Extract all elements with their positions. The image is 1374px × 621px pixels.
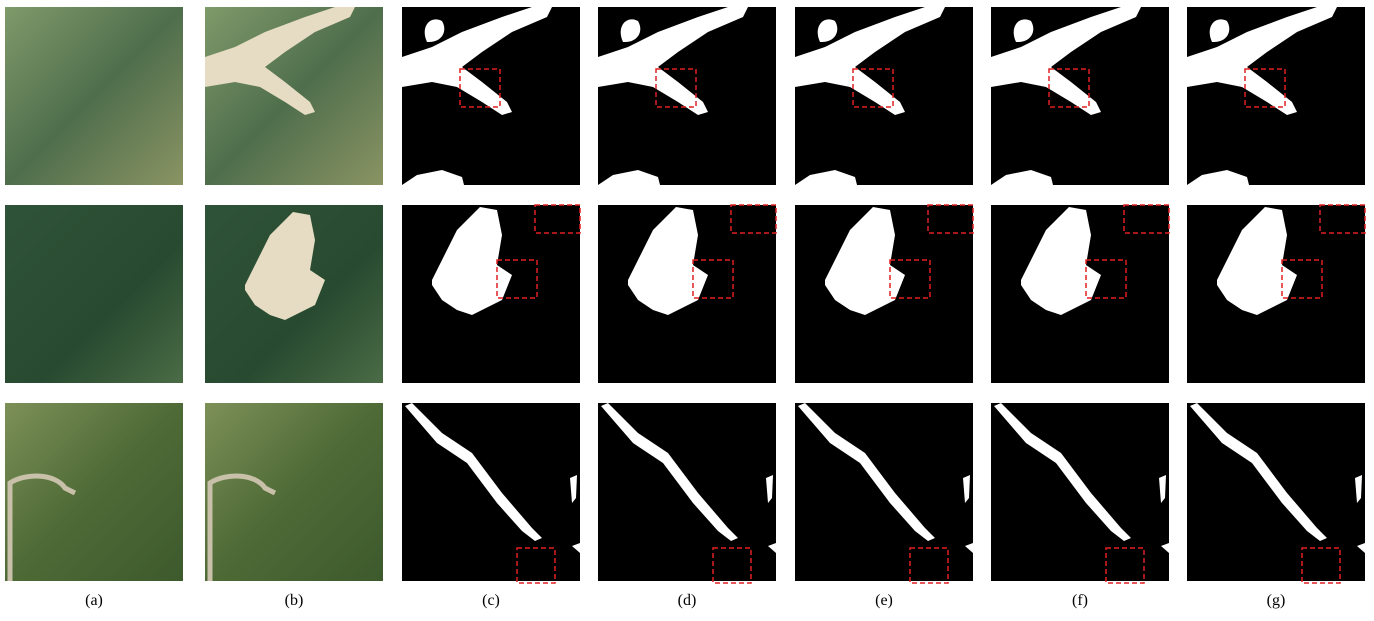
mask-shape	[1187, 7, 1337, 115]
highlight-box	[692, 259, 734, 299]
mask-shape	[601, 403, 738, 541]
panel	[205, 205, 383, 383]
panel-label: (e)	[875, 592, 893, 609]
mask-shape	[963, 475, 970, 503]
highlight-box	[496, 259, 538, 299]
panel	[402, 7, 580, 185]
mask-shape	[432, 207, 512, 315]
panel	[5, 403, 183, 581]
mask-shape	[1209, 19, 1230, 43]
panel	[5, 205, 183, 383]
mask-shape	[572, 543, 580, 553]
panel	[991, 7, 1169, 185]
mask-shape	[795, 7, 945, 115]
highlight-box	[1123, 204, 1170, 234]
panel	[1187, 403, 1365, 584]
mask-shape	[1161, 543, 1169, 553]
panel	[205, 7, 383, 185]
mask-shape	[766, 475, 773, 503]
highlight-box	[1085, 259, 1127, 299]
panel	[795, 403, 973, 584]
mask-shape	[628, 207, 708, 315]
highlight-box	[516, 547, 556, 584]
highlight-box	[655, 68, 697, 108]
mask-shape	[1355, 475, 1362, 503]
mask-shape	[798, 403, 935, 541]
panel-label: (a)	[85, 592, 103, 609]
panel-label: (g)	[1267, 592, 1286, 609]
landslide-area	[245, 212, 325, 320]
aerial-image	[5, 205, 183, 383]
mask-shape	[825, 207, 905, 315]
panel	[402, 204, 581, 383]
highlight-box	[1281, 259, 1323, 299]
highlight-box	[1319, 204, 1366, 234]
panel	[205, 403, 383, 581]
mask-shape	[991, 170, 1053, 185]
mask-shape	[1217, 207, 1297, 315]
aerial-image	[5, 7, 183, 185]
panel-label: (d)	[678, 592, 697, 609]
road	[207, 473, 277, 581]
highlight-box	[459, 68, 501, 108]
mask-shape	[1357, 543, 1365, 553]
mask-shape	[991, 7, 1141, 115]
highlight-box	[1301, 547, 1341, 584]
mask-shape	[817, 19, 838, 43]
panel	[795, 7, 973, 185]
panel	[1187, 7, 1365, 185]
panel	[795, 204, 974, 383]
mask-shape	[965, 543, 973, 553]
highlight-box	[927, 204, 974, 234]
highlight-box	[909, 547, 949, 584]
mask-shape	[768, 543, 776, 553]
panel-label: (c)	[482, 592, 500, 609]
highlight-box	[889, 259, 931, 299]
highlight-box	[712, 547, 752, 584]
mask-shape	[1187, 170, 1249, 185]
mask-shape	[795, 170, 857, 185]
mask-shape	[402, 170, 464, 185]
highlight-box	[1244, 68, 1286, 108]
mask-shape	[402, 7, 552, 115]
mask-shape	[1021, 207, 1101, 315]
landslide-area	[205, 7, 355, 115]
panel	[598, 204, 777, 383]
panel	[598, 7, 776, 185]
mask-shape	[620, 19, 641, 43]
highlight-box	[852, 68, 894, 108]
highlight-box	[730, 204, 777, 234]
panel	[991, 403, 1169, 584]
panel	[598, 403, 776, 584]
panel	[1187, 204, 1366, 383]
aerial-image	[205, 403, 383, 581]
panel	[5, 7, 183, 185]
mask-shape	[1013, 19, 1034, 43]
road	[7, 473, 77, 581]
highlight-box	[1105, 547, 1145, 584]
mask-shape	[570, 475, 577, 503]
panel-label: (b)	[285, 592, 304, 609]
mask-shape	[1159, 475, 1166, 503]
highlight-box	[1048, 68, 1090, 108]
mask-shape	[1190, 403, 1327, 541]
mask-shape	[424, 19, 445, 43]
mask-shape	[598, 170, 660, 185]
mask-shape	[598, 7, 748, 115]
panel-label: (f)	[1072, 592, 1088, 609]
mask-shape	[994, 403, 1131, 541]
panel	[402, 403, 580, 584]
highlight-box	[534, 204, 581, 234]
panel	[991, 204, 1170, 383]
mask-shape	[405, 403, 542, 541]
aerial-image	[5, 403, 183, 581]
